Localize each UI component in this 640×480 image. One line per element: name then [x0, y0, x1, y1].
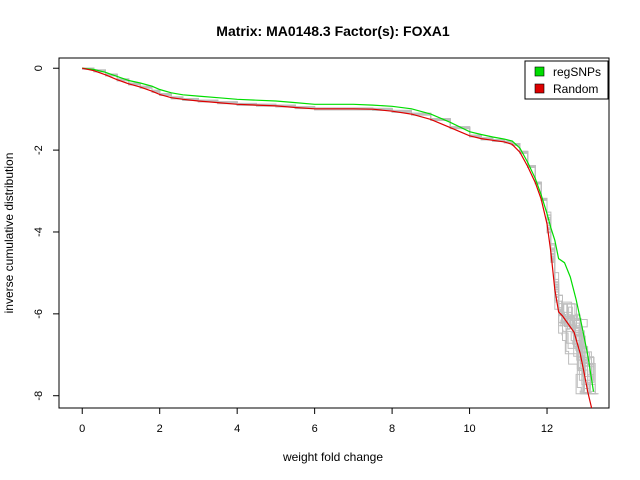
random-replicate-line: [82, 68, 595, 395]
y-tick-label: -4: [33, 227, 45, 237]
y-tick-label: -6: [33, 309, 45, 319]
random-replicate-line: [82, 68, 591, 395]
x-tick-label: 2: [157, 423, 163, 435]
random-replicate-line: [82, 67, 590, 395]
y-tick-label: 0: [33, 65, 45, 71]
random-replicate-line: [82, 67, 586, 395]
random-replicate-line: [82, 68, 597, 395]
y-axis: 0 -2 -4 -6 -8: [33, 65, 60, 401]
x-tick-label: 10: [463, 423, 475, 435]
legend-swatch-regsnps: [534, 66, 545, 77]
y-tick-label: -8: [33, 391, 45, 401]
legend-label-regsnps: regSNPs: [553, 65, 601, 79]
legend-swatch-random: [534, 83, 545, 94]
random-replicate-line: [82, 67, 590, 394]
legend: regSNPs Random: [524, 60, 609, 100]
random-replicate-line: [82, 67, 587, 394]
x-tick-label: 0: [79, 423, 85, 435]
random-replicate-line: [82, 67, 596, 395]
random-replicates: [82, 67, 599, 395]
series-line-regsnps: [82, 67, 595, 392]
y-axis-label: inverse cumulative distribution: [2, 153, 16, 314]
random-replicate-line: [82, 67, 590, 394]
random-replicate-line: [82, 68, 599, 395]
y-tick-label: -2: [33, 145, 45, 155]
x-tick-label: 6: [312, 423, 318, 435]
x-axis-label: weight fold change: [282, 450, 383, 464]
series-line-random: [82, 67, 593, 409]
random-replicate-line: [82, 67, 589, 395]
x-axis: 0 2 4 6 8 10 12: [79, 407, 553, 435]
x-tick-label: 8: [389, 423, 395, 435]
series-layer: [82, 67, 595, 409]
random-replicate-line: [82, 67, 596, 395]
x-tick-label: 12: [541, 423, 553, 435]
random-replicate-line: [82, 67, 591, 394]
random-replicate-line: [82, 67, 593, 382]
plot-frame: [58, 57, 610, 409]
random-replicate-line: [82, 67, 593, 384]
random-replicate-line: [82, 67, 595, 390]
random-replicate-line: [82, 68, 596, 395]
random-replicate-line: [82, 67, 595, 381]
chart-title: Matrix: MA0148.3 Factor(s): FOXA1: [216, 23, 450, 39]
legend-label-random: Random: [553, 82, 598, 96]
x-tick-label: 4: [234, 423, 240, 435]
random-replicate-line: [82, 68, 597, 395]
random-replicate-line: [82, 67, 594, 368]
random-replicate-line: [82, 68, 599, 395]
random-replicate-line: [82, 67, 595, 392]
